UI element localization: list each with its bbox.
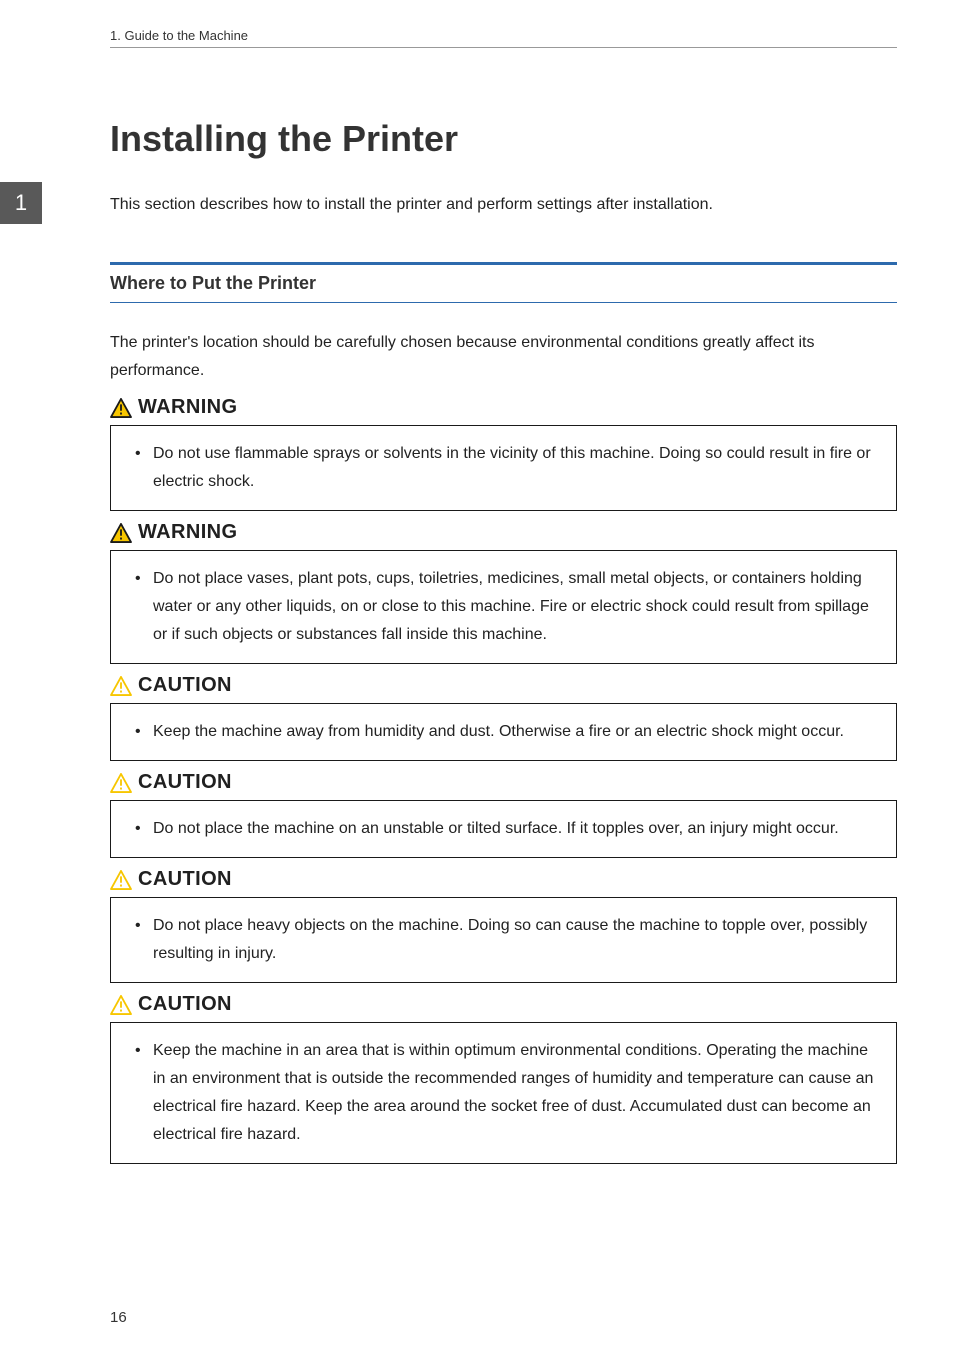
warning-triangle-icon bbox=[110, 773, 132, 793]
alert-item: Do not place heavy objects on the machin… bbox=[153, 912, 878, 968]
alert-box: Do not use flammable sprays or solvents … bbox=[110, 425, 897, 511]
running-header: 1. Guide to the Machine bbox=[110, 28, 897, 48]
chapter-tab: 1 bbox=[0, 182, 42, 224]
alert-box: Do not place vases, plant pots, cups, to… bbox=[110, 550, 897, 664]
page-title: Installing the Printer bbox=[110, 118, 897, 160]
alert-level-text: CAUTION bbox=[138, 674, 232, 697]
alert-box: Keep the machine away from humidity and … bbox=[110, 703, 897, 761]
alert-level-text: CAUTION bbox=[138, 993, 232, 1016]
alert-label: CAUTION bbox=[110, 674, 897, 697]
alert-item: Do not place vases, plant pots, cups, to… bbox=[153, 565, 878, 649]
warning-triangle-icon bbox=[110, 676, 132, 696]
alert-box: Do not place heavy objects on the machin… bbox=[110, 897, 897, 983]
warning-triangle-icon bbox=[110, 523, 132, 543]
alert-level-text: CAUTION bbox=[138, 868, 232, 891]
alert-item: Keep the machine away from humidity and … bbox=[153, 718, 878, 746]
alert-item: Do not use flammable sprays or solvents … bbox=[153, 440, 878, 496]
alert-level-text: WARNING bbox=[138, 396, 237, 419]
alert-label: WARNING bbox=[110, 521, 897, 544]
alert-label: CAUTION bbox=[110, 771, 897, 794]
alert-box: Do not place the machine on an unstable … bbox=[110, 800, 897, 858]
alert-label: WARNING bbox=[110, 396, 897, 419]
intro-text: This section describes how to install th… bbox=[110, 192, 897, 218]
section-text: The printer's location should be careful… bbox=[110, 329, 897, 387]
alert-label: CAUTION bbox=[110, 868, 897, 891]
alert-level-text: WARNING bbox=[138, 521, 237, 544]
alert-item: Do not place the machine on an unstable … bbox=[153, 815, 878, 843]
section-heading: Where to Put the Printer bbox=[110, 262, 897, 303]
page-number: 16 bbox=[110, 1309, 127, 1326]
warning-triangle-icon bbox=[110, 995, 132, 1015]
alert-item: Keep the machine in an area that is with… bbox=[153, 1037, 878, 1149]
warning-triangle-icon bbox=[110, 870, 132, 890]
warning-triangle-icon bbox=[110, 398, 132, 418]
alert-level-text: CAUTION bbox=[138, 771, 232, 794]
alert-label: CAUTION bbox=[110, 993, 897, 1016]
alert-box: Keep the machine in an area that is with… bbox=[110, 1022, 897, 1164]
